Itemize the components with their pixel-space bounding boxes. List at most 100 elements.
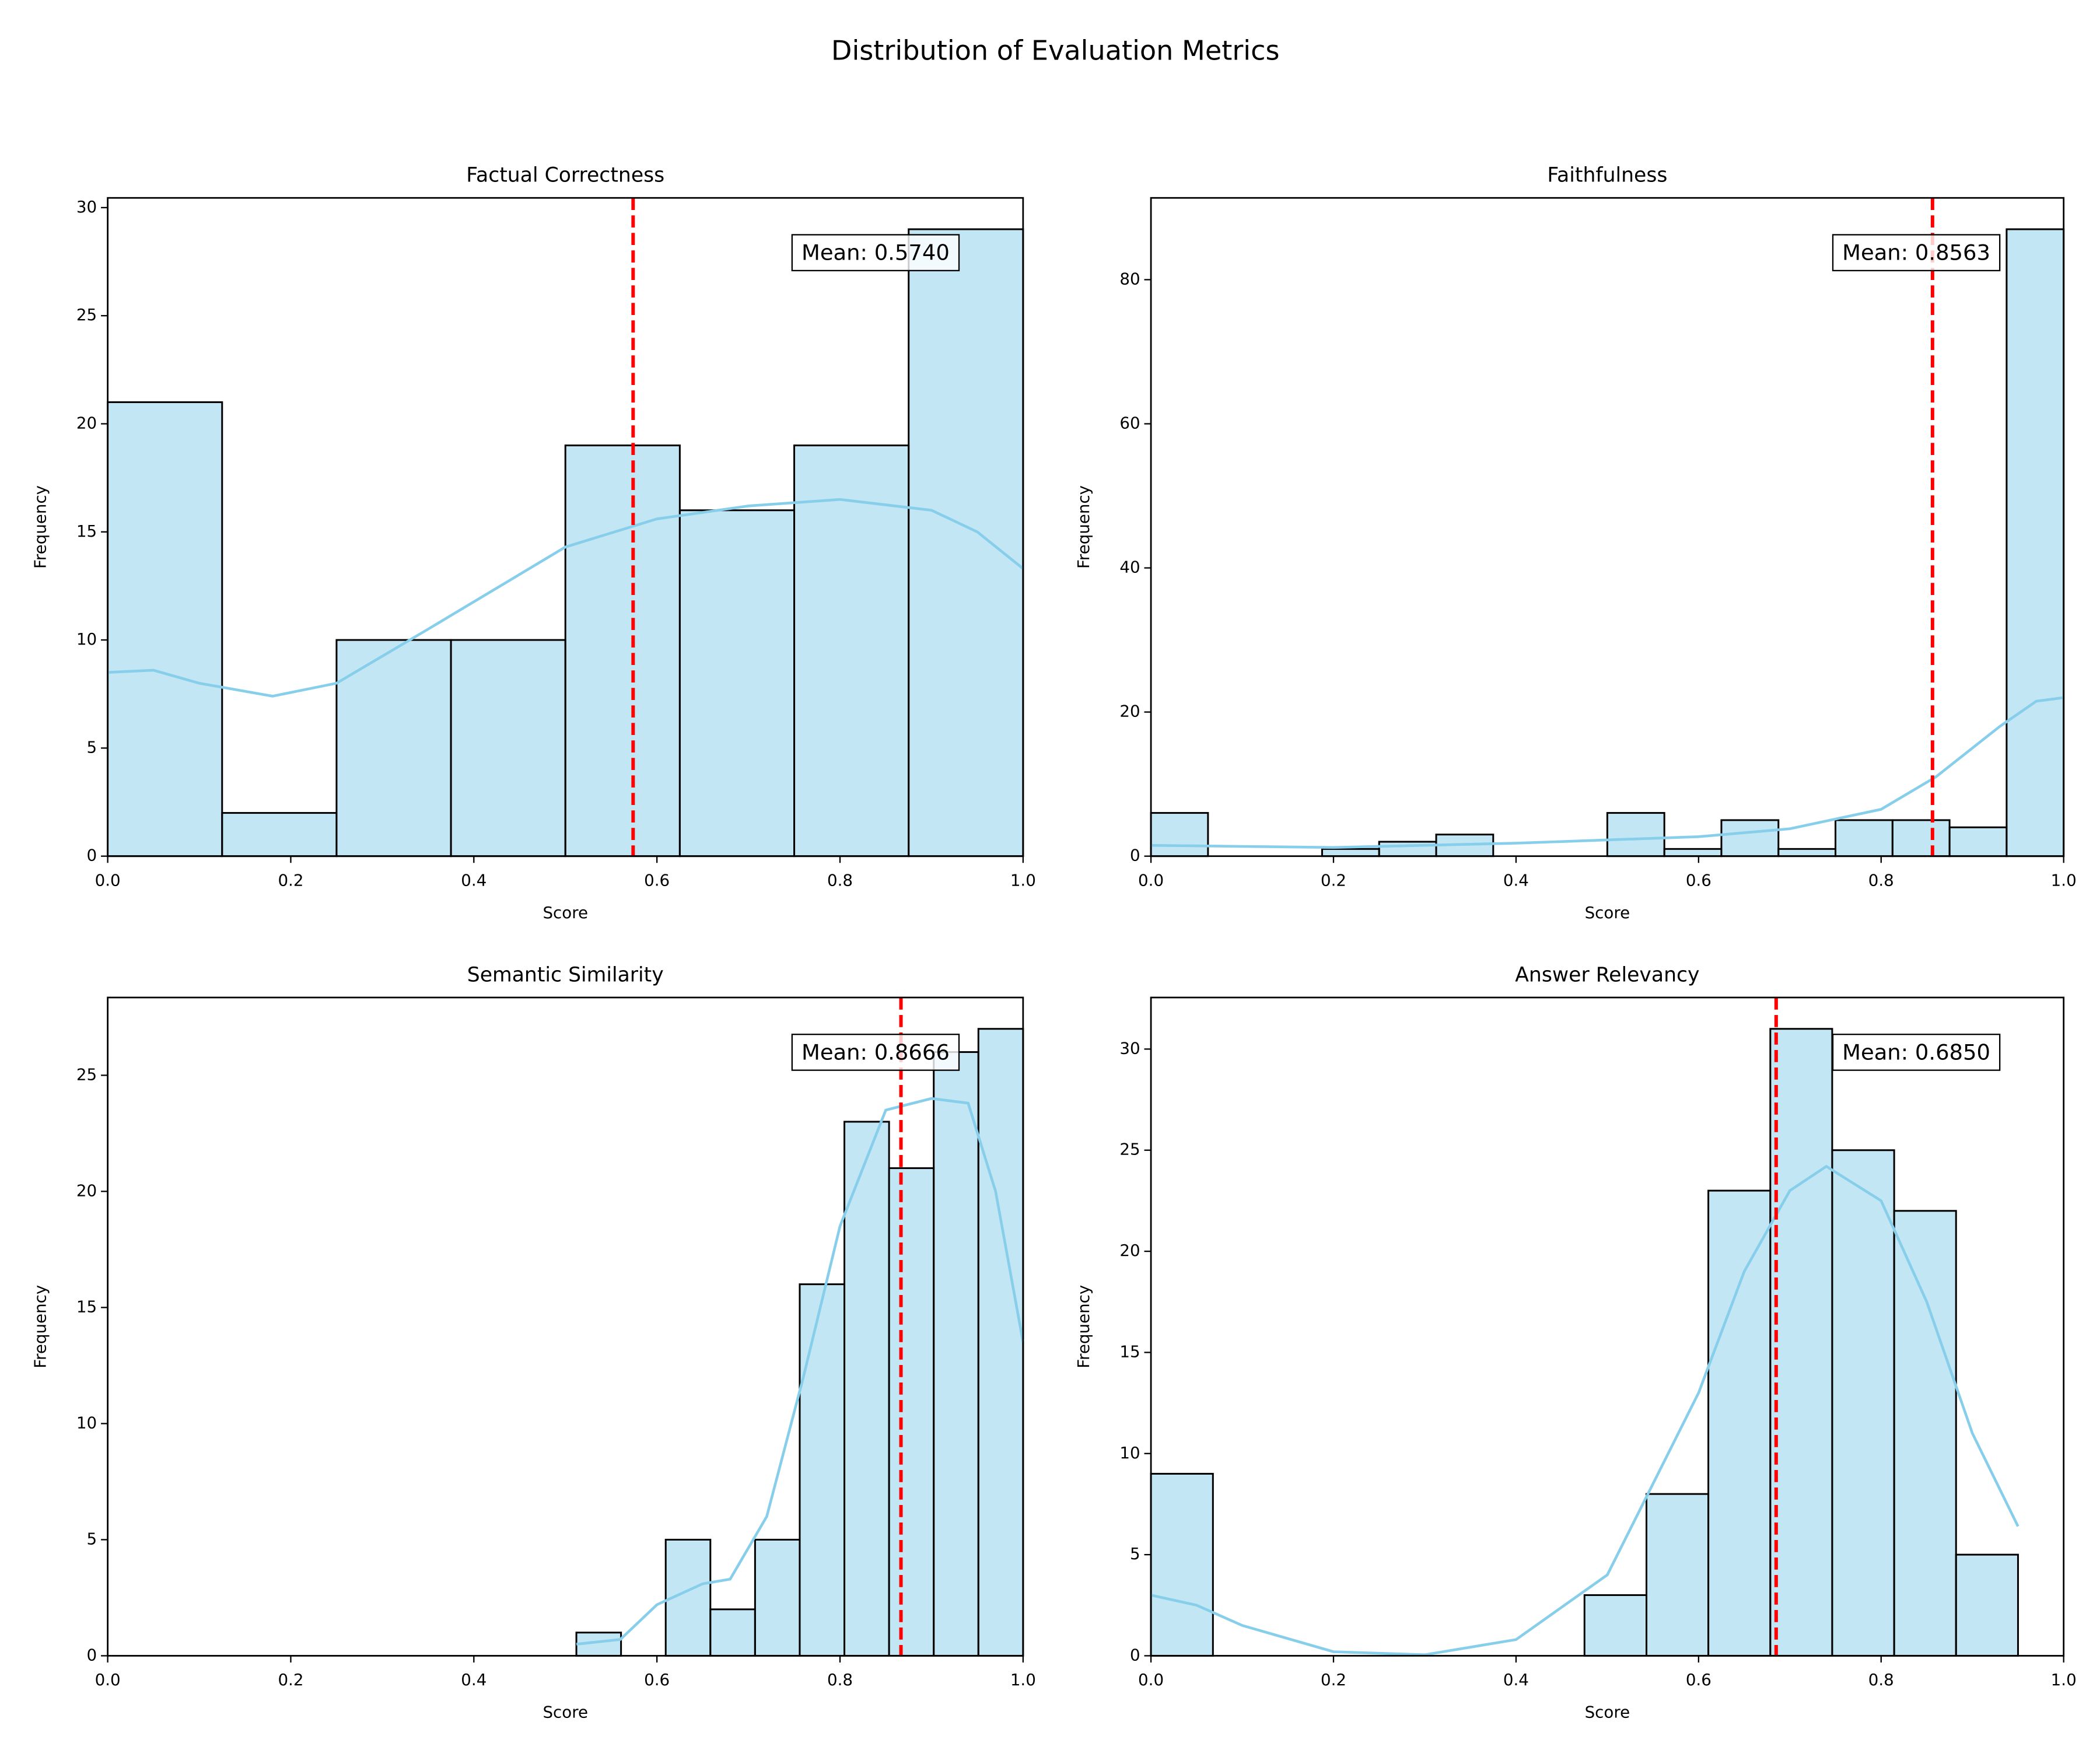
y-tick-label: 15 (76, 1297, 97, 1316)
kde-curve (107, 498, 1024, 698)
kde-curve (576, 1097, 1025, 1646)
x-tick-label: 1.0 (2051, 870, 2077, 890)
axes-frame (1150, 996, 2065, 1657)
histogram-bar (450, 639, 566, 858)
x-tick-label: 0.4 (461, 1670, 487, 1689)
annotation-box (791, 1034, 960, 1071)
kde-curve (1150, 1164, 2020, 1657)
x-tick-label: 1.0 (2051, 1670, 2077, 1689)
subplot-title: Factual Correctness (466, 164, 664, 187)
histogram-bar (1606, 812, 1665, 858)
y-tick-label: 5 (87, 737, 97, 757)
x-axis-label: Score (542, 903, 588, 922)
x-tick-label: 0.2 (278, 870, 303, 890)
histogram-bar (221, 812, 338, 858)
x-tick-label: 0.8 (1868, 1670, 1894, 1689)
y-tick-label: 20 (76, 1181, 97, 1200)
histogram-bar (1707, 1189, 1772, 1657)
x-tick-label: 0.0 (1138, 1670, 1164, 1689)
mean-annotation: Mean: 0.8666 (802, 1040, 950, 1065)
histogram-bar (1378, 841, 1437, 858)
x-tick-label: 1.0 (1010, 1670, 1036, 1689)
histogram-bar (709, 1608, 756, 1657)
histogram-bar (2006, 228, 2065, 858)
y-tick-label: 80 (1119, 269, 1140, 288)
y-tick-label: 10 (1119, 1443, 1140, 1462)
x-tick-label: 0.0 (95, 1670, 121, 1689)
y-tick-label: 0 (87, 1645, 97, 1664)
y-axis-label: Frequency (30, 485, 50, 569)
axes-frame (107, 996, 1024, 1657)
x-axis-label: Score (1585, 1703, 1630, 1722)
y-tick-label: 25 (1119, 1140, 1140, 1159)
y-axis-label: Frequency (30, 1285, 50, 1368)
histogram-bar (1831, 1149, 1895, 1657)
x-axis-label: Score (542, 1703, 588, 1722)
histogram-bar (799, 1283, 846, 1657)
y-tick-label: 10 (76, 629, 97, 649)
annotation-box (1832, 234, 2001, 272)
histogram-bar (1948, 826, 2008, 858)
subplot: 0.0 0.2 0.4 0.6 0.8 1.0 0 5 10 15 20 25 Semantic Sim… (30, 963, 1035, 1721)
subplot: 0.0 0.2 0.4 0.6 0.8 1.0 0 20 40 60 80 Faithfulness S… (1074, 164, 2077, 922)
annotation-box (1832, 1034, 2001, 1071)
y-tick-label: 60 (1119, 414, 1140, 433)
histogram-bar (1955, 1553, 2019, 1657)
histogram-bar (908, 228, 1024, 858)
subplot-title: Answer Relevancy (1515, 963, 1699, 986)
y-tick-label: 25 (76, 305, 97, 324)
x-tick-label: 0.0 (95, 870, 121, 890)
axes-frame (107, 197, 1024, 858)
subplot-title: Semantic Similarity (467, 963, 664, 986)
y-tick-label: 5 (1130, 1544, 1140, 1563)
histogram-bar (933, 1051, 979, 1657)
histogram-bar (888, 1167, 935, 1657)
x-tick-label: 0.0 (1138, 870, 1164, 890)
histogram-bar (1769, 1028, 1833, 1657)
y-tick-label: 10 (76, 1413, 97, 1432)
y-tick-label: 5 (87, 1529, 97, 1548)
x-tick-label: 0.6 (1686, 870, 1712, 890)
x-axis-label: Score (1585, 903, 1630, 922)
y-axis-label: Frequency (1074, 485, 1093, 569)
y-tick-label: 20 (1119, 702, 1140, 721)
x-tick-label: 1.0 (1010, 870, 1036, 890)
y-tick-label: 0 (1130, 846, 1140, 865)
kde-curve (1151, 696, 2064, 849)
histogram-bar (107, 401, 223, 858)
axes-frame (1150, 197, 2065, 858)
histogram-bar (1321, 848, 1380, 858)
subplot: 0.0 0.2 0.4 0.6 0.8 1.0 0 5 10 15 20 25 30 Answer Rel… (1074, 963, 2077, 1721)
histogram-bar (754, 1538, 801, 1657)
histogram-bar (564, 444, 681, 858)
mean-annotation: Mean: 0.8563 (1842, 240, 1990, 265)
histogram-bar (1150, 1472, 1214, 1657)
x-tick-label: 0.4 (461, 870, 487, 890)
histogram-bar (335, 639, 452, 858)
mean-annotation: Mean: 0.5740 (802, 240, 950, 265)
histogram-bar (678, 509, 796, 858)
subplot-title: Faithfulness (1547, 164, 1667, 187)
x-tick-label: 0.6 (1686, 1670, 1712, 1689)
x-tick-label: 0.6 (644, 870, 670, 890)
y-tick-label: 0 (87, 846, 97, 865)
y-tick-label: 30 (76, 197, 97, 216)
histogram-bar (793, 444, 910, 858)
x-tick-label: 0.8 (827, 870, 853, 890)
histogram-bar (844, 1121, 890, 1657)
histogram-bar (1777, 848, 1837, 858)
histogram-bar (977, 1028, 1024, 1657)
y-axis-label: Frequency (1074, 1285, 1093, 1368)
y-tick-label: 15 (76, 522, 97, 541)
x-tick-label: 0.2 (1321, 870, 1346, 890)
y-tick-label: 30 (1119, 1038, 1140, 1058)
histogram-bar (1150, 812, 1209, 858)
x-tick-label: 0.4 (1503, 1670, 1529, 1689)
mean-annotation: Mean: 0.6850 (1842, 1040, 1990, 1065)
x-tick-label: 0.2 (278, 1670, 303, 1689)
x-tick-label: 0.8 (827, 1670, 853, 1689)
histogram-bar (1583, 1594, 1648, 1657)
histogram-bar (1835, 819, 1894, 858)
